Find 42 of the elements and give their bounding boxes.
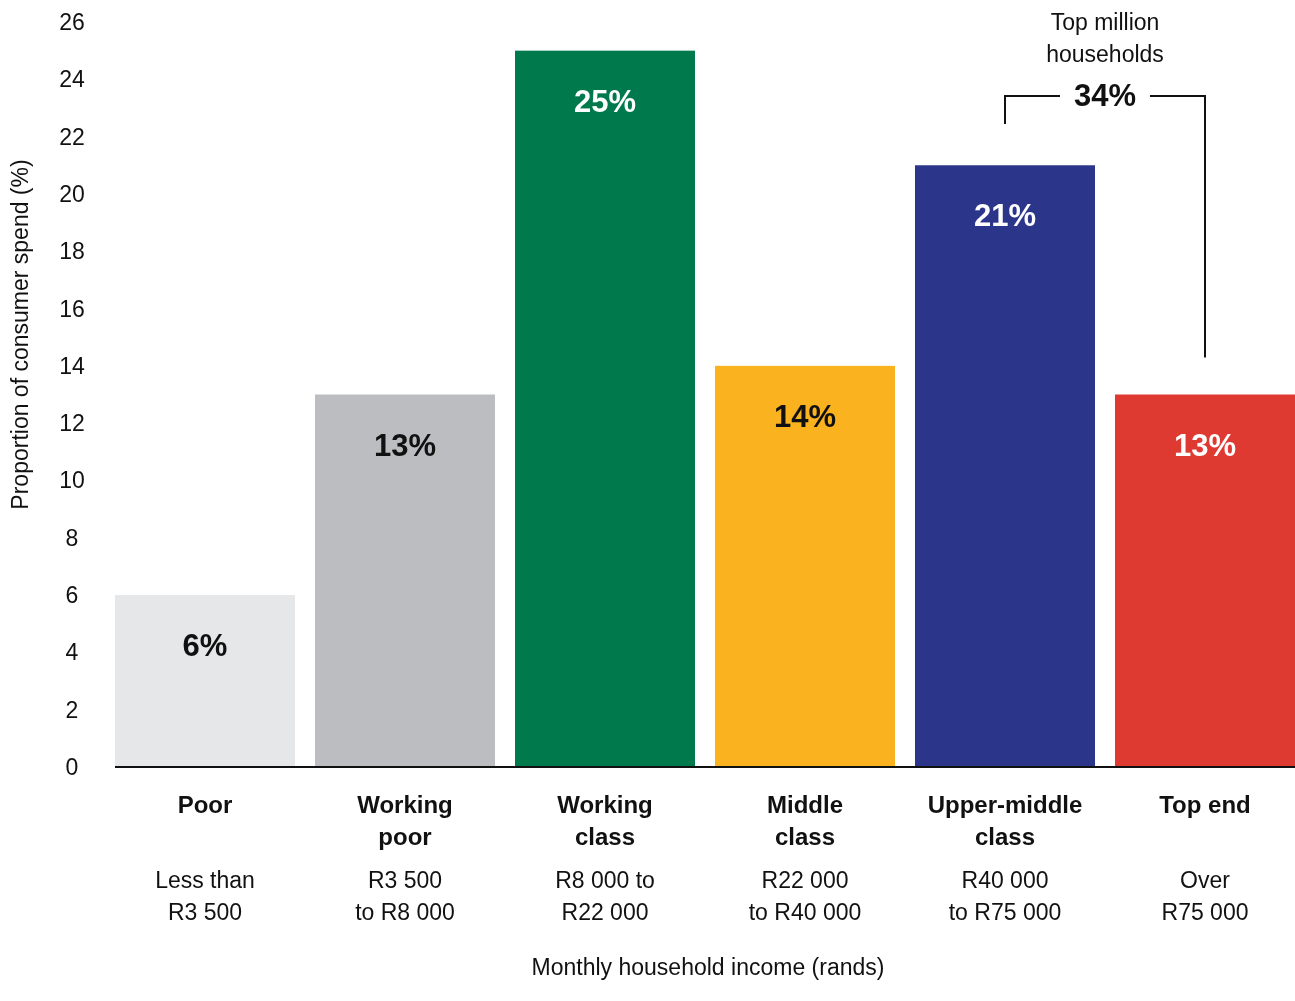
data-label: 21% bbox=[973, 198, 1037, 234]
annotation: Top million households bbox=[1046, 9, 1164, 67]
text: R22 000 to R40 000 bbox=[748, 867, 862, 925]
text: Over R75 000 bbox=[1161, 867, 1249, 925]
x-tick-label: Top end bbox=[1159, 791, 1251, 818]
y-tick-label: 16 bbox=[59, 295, 85, 322]
y-tick-label: 4 bbox=[65, 639, 79, 666]
text: R3 500 to R8 000 bbox=[355, 867, 455, 925]
x-axis-title: Monthly household income (rands) bbox=[531, 954, 885, 980]
y-tick-label: 26 bbox=[59, 9, 85, 35]
y-tick-label: 10 bbox=[59, 467, 85, 494]
y-tick-label: 20 bbox=[59, 180, 85, 207]
y-tick-label: 2 bbox=[65, 696, 79, 723]
y-tick-label: 6 bbox=[65, 582, 79, 609]
x-tick-label: Working class bbox=[557, 791, 653, 850]
y-tick-label: 22 bbox=[59, 123, 85, 150]
annotation: 34% bbox=[1073, 78, 1137, 113]
y-tick-label: 8 bbox=[65, 524, 79, 551]
bar bbox=[915, 165, 1095, 767]
data-label: 13% bbox=[373, 427, 437, 463]
x-tick-label: Upper-middle class bbox=[927, 791, 1083, 850]
text: R40 000 to R75 000 bbox=[948, 867, 1062, 925]
bar bbox=[715, 365, 895, 767]
data-label: 25% bbox=[573, 83, 637, 119]
x-tick-label: Middle class bbox=[767, 791, 843, 850]
data-label: 14% bbox=[773, 398, 837, 434]
bar bbox=[515, 50, 695, 767]
y-tick-label: 18 bbox=[59, 238, 85, 265]
data-label: 13% bbox=[1173, 427, 1237, 463]
bar bbox=[1115, 394, 1295, 767]
x-tick-label: Working poor bbox=[357, 791, 453, 850]
bar bbox=[115, 595, 295, 767]
y-tick-label: 0 bbox=[65, 754, 79, 780]
text: Less than R3 500 bbox=[155, 867, 255, 925]
y-axis-title: Proportion of consumer spend (%) bbox=[7, 159, 33, 510]
y-tick-label: 14 bbox=[59, 352, 85, 379]
y-tick-label: 24 bbox=[59, 66, 85, 93]
data-label: 6% bbox=[182, 628, 228, 664]
x-tick-label: Poor bbox=[177, 791, 233, 818]
text: R8 000 to R22 000 bbox=[555, 867, 655, 925]
bar bbox=[315, 394, 495, 767]
y-tick-label: 12 bbox=[59, 410, 85, 437]
